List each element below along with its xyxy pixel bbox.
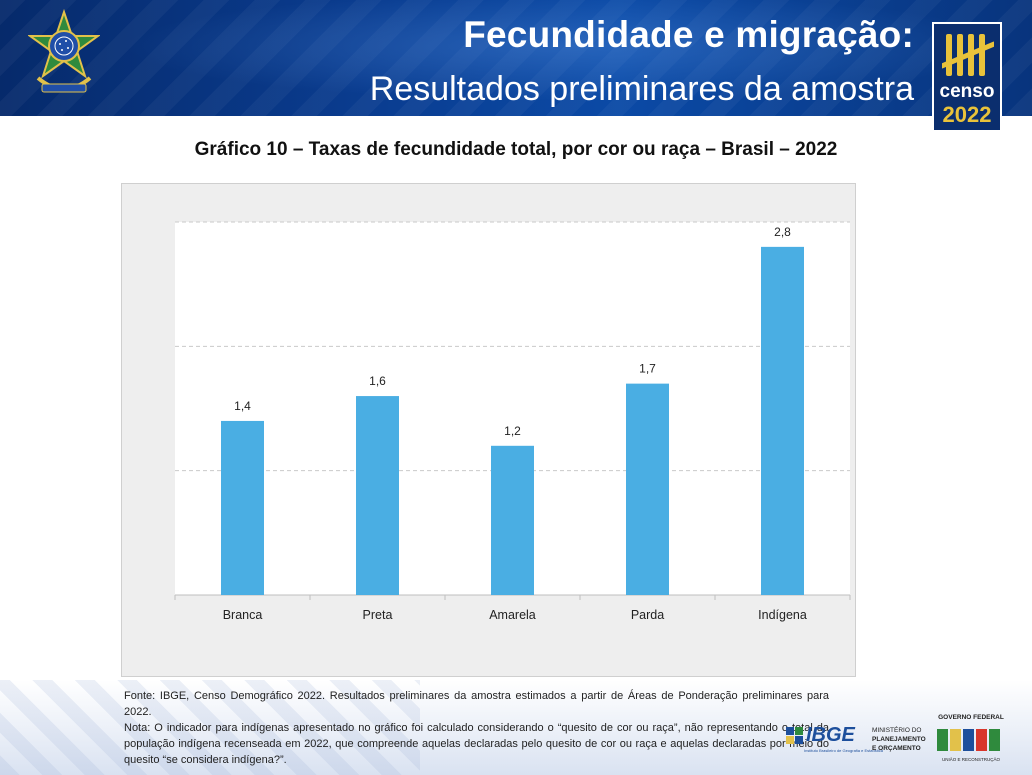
- chart-frame: 1,4 Branca 1,6 Preta 1,2 Amarela 1,7 Parda 2,8 In…: [121, 183, 856, 677]
- censo-logo-year: 2022: [942, 102, 992, 127]
- page-subtitle: Resultados preliminares da amostra: [369, 70, 914, 108]
- bar-preta: [356, 396, 399, 595]
- governo-federal-logo: GOVERNO FEDERAL UNIÃO E RECONSTRUÇÃO: [935, 714, 1007, 770]
- ibge-word: IBGE: [806, 724, 855, 746]
- ministerio-logo: MINISTÉRIO DO PLANEJAMENTO E ORÇAMENTO: [872, 726, 932, 753]
- ibge-subtitle: Instituto Brasileiro de Geografia e Esta…: [804, 748, 883, 753]
- bar-chart: 1,4 Branca 1,6 Preta 1,2 Amarela 1,7 Parda 2,8 In…: [174, 221, 851, 622]
- footer-notes: Fonte: IBGE, Censo Demográfico 2022. Res…: [124, 688, 829, 768]
- methodology-note: Nota: O indicador para indígenas apresen…: [124, 722, 829, 766]
- bar-indígena: [761, 246, 804, 595]
- data-label-amarela: 1,2: [504, 424, 521, 438]
- data-label-parda: 1,7: [639, 362, 656, 376]
- data-label-preta: 1,6: [369, 374, 386, 388]
- header-banner: Fecundidade e migração: Resultados preli…: [0, 0, 1032, 116]
- brasil-wordmark-icon: [937, 729, 1000, 751]
- censo-logo-word: censo: [939, 81, 995, 102]
- ministerio-line-2: PLANEJAMENTO: [872, 736, 926, 743]
- brazil-coat-of-arms-icon: [28, 8, 100, 93]
- bar-branca: [221, 420, 264, 595]
- bar-amarela: [491, 445, 534, 595]
- x-tick-label-indígena: Indígena: [758, 608, 807, 622]
- censo-2022-logo: censo 2022: [932, 22, 1002, 132]
- governo-federal-label: GOVERNO FEDERAL: [938, 714, 1004, 721]
- page-title: Fecundidade e migração:: [463, 14, 914, 55]
- chart-title: Gráfico 10 – Taxas de fecundidade total,…: [194, 139, 838, 160]
- ibge-symbol-icon: [786, 727, 803, 744]
- uniao-reconstrucao-label: UNIÃO E RECONSTRUÇÃO: [941, 757, 1000, 762]
- ministerio-line-3: E ORÇAMENTO: [872, 745, 921, 752]
- ministerio-line-1: MINISTÉRIO DO: [872, 727, 922, 734]
- ibge-logo: IBGE Instituto Brasileiro de Geografia e…: [786, 722, 883, 753]
- data-label-indígena: 2,8: [774, 225, 791, 239]
- x-tick-label-parda: Parda: [631, 608, 664, 622]
- x-tick-label-preta: Preta: [363, 608, 393, 622]
- footer-band: [0, 680, 1032, 775]
- bar-parda: [626, 383, 669, 595]
- data-label-branca: 1,4: [234, 399, 251, 413]
- x-tick-label-branca: Branca: [223, 608, 263, 622]
- tally-marks-icon: [942, 34, 994, 76]
- source-note: Fonte: IBGE, Censo Demográfico 2022. Res…: [124, 690, 829, 718]
- x-tick-label-amarela: Amarela: [489, 608, 536, 622]
